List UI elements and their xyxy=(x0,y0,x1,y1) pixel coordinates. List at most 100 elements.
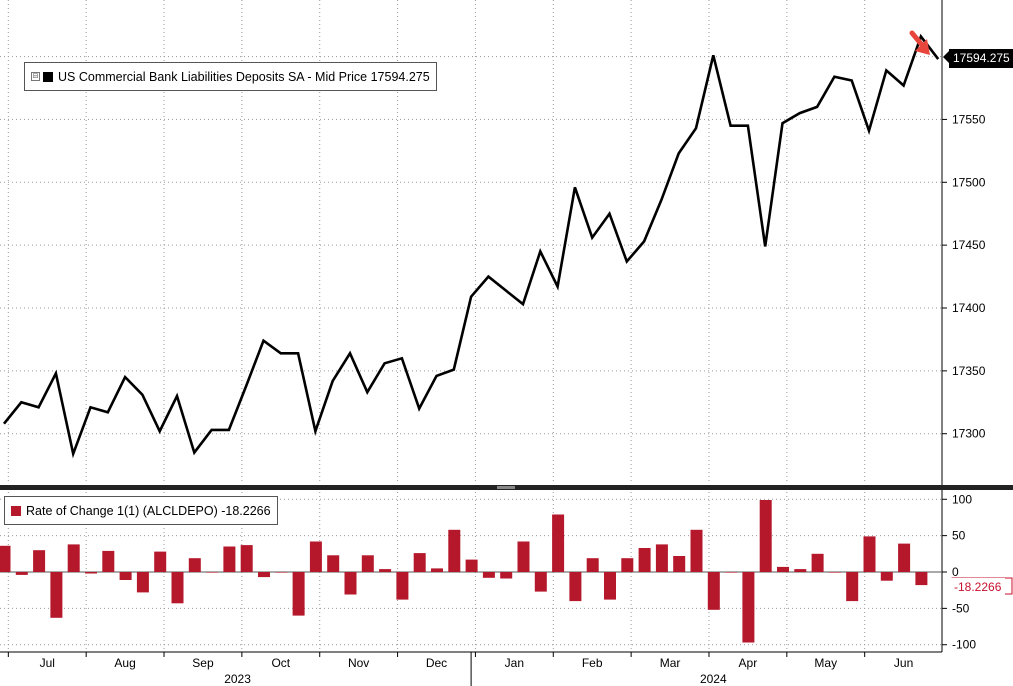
rate-bar xyxy=(188,558,201,572)
x-month-label: Apr xyxy=(739,656,758,670)
pane-resize-grip-icon[interactable] xyxy=(497,486,515,489)
rate-bar xyxy=(517,541,530,572)
rate-of-change-bar-series xyxy=(0,500,928,643)
rate-bar xyxy=(863,536,876,572)
bottom-y-tick-label: 0 xyxy=(952,565,959,579)
grid-lines xyxy=(0,0,942,652)
rate-bar xyxy=(811,553,824,572)
x-month-label: Jun xyxy=(894,656,913,670)
rate-bar xyxy=(206,572,219,573)
rate-bar xyxy=(482,572,495,578)
bottom-y-tick-label: -100 xyxy=(952,638,976,652)
rate-bar xyxy=(586,558,599,572)
top-y-tick-label: 17550 xyxy=(952,112,986,126)
rate-bar xyxy=(604,572,616,600)
bar-legend-swatch xyxy=(11,505,21,516)
x-month-label: May xyxy=(814,656,837,670)
rate-bar xyxy=(136,572,149,593)
x-month-label: Jan xyxy=(505,656,524,670)
rate-bar xyxy=(327,555,340,572)
bottom-y-tick-label: 50 xyxy=(952,529,966,543)
bottom-y-tick-label: -50 xyxy=(952,601,970,615)
rate-bar xyxy=(500,572,513,579)
top-y-tick-label: 17450 xyxy=(952,238,986,252)
rate-bar xyxy=(655,544,668,572)
rate-bar xyxy=(119,572,132,580)
x-month-label: Jul xyxy=(40,656,55,670)
rate-bar xyxy=(240,545,253,572)
rate-bar xyxy=(379,569,392,572)
rate-bar xyxy=(690,529,703,572)
rate-bar xyxy=(15,572,28,575)
rate-bar xyxy=(465,559,478,572)
rate-bar xyxy=(777,566,789,572)
rate-bar xyxy=(759,500,772,572)
line-last-value-tag: 17594.275 xyxy=(949,49,1013,68)
rate-bar xyxy=(638,548,651,572)
arrow-shaft xyxy=(909,30,925,48)
deposits-line xyxy=(2,33,940,459)
rate-bar xyxy=(171,572,184,604)
rate-bar xyxy=(621,558,634,572)
x-month-label: Aug xyxy=(114,656,135,670)
deposits-line-series xyxy=(2,33,940,459)
rate-bar xyxy=(552,514,565,572)
rate-bar xyxy=(258,572,270,578)
bar-last-value-tag: -18.2266 xyxy=(946,578,1006,597)
rate-bar xyxy=(396,572,409,600)
line-legend[interactable]: ⊟ US Commercial Bank Liabilities Deposit… xyxy=(24,62,437,91)
rate-bar xyxy=(223,546,236,572)
x-month-label: Dec xyxy=(426,656,447,670)
rate-bar xyxy=(102,550,115,572)
rate-bar xyxy=(309,541,322,572)
rate-bar xyxy=(275,572,288,573)
line-tag-pointer xyxy=(943,51,949,63)
rate-bar xyxy=(413,553,426,572)
rate-bar xyxy=(431,568,443,572)
line-legend-label: US Commercial Bank Liabilities Deposits … xyxy=(58,69,430,84)
top-y-tick-label: 17350 xyxy=(952,364,986,378)
line-legend-swatch xyxy=(43,71,53,82)
rate-bar xyxy=(361,555,374,572)
top-y-tick-label: 17400 xyxy=(952,301,986,315)
tick-labels: 17300 17350 17400 17450 17500 17550 100 50 0 -50 -… xyxy=(40,112,986,686)
rate-bar xyxy=(846,572,859,602)
rate-bar xyxy=(915,572,928,586)
rate-bar xyxy=(673,556,686,572)
x-month-label: Nov xyxy=(348,656,369,670)
rate-bar xyxy=(0,545,11,572)
x-month-label: Oct xyxy=(271,656,290,670)
x-year-label: 2024 xyxy=(700,672,727,686)
rate-bar xyxy=(344,572,357,595)
top-y-tick-label: 17500 xyxy=(952,175,986,189)
rate-bar xyxy=(67,544,80,572)
rate-bar xyxy=(794,569,807,572)
rate-bar xyxy=(534,572,547,592)
legend-expander-icon[interactable]: ⊟ xyxy=(31,72,40,81)
rate-bar xyxy=(742,572,755,643)
bar-legend-label: Rate of Change 1(1) (ALCLDEPO) -18.2266 xyxy=(26,503,271,518)
rate-bar xyxy=(448,529,461,572)
bar-legend[interactable]: Rate of Change 1(1) (ALCLDEPO) -18.2266 xyxy=(4,496,278,525)
rate-bar xyxy=(154,551,167,572)
x-year-label: 2023 xyxy=(224,672,251,686)
rate-bar xyxy=(569,572,582,602)
rate-bar xyxy=(828,572,841,573)
x-month-label: Mar xyxy=(660,656,681,670)
rate-bar xyxy=(898,543,911,572)
arrow-head xyxy=(915,39,930,55)
rate-bar xyxy=(85,572,97,574)
rate-bar xyxy=(725,572,738,573)
rate-bar xyxy=(50,572,63,618)
rate-bar xyxy=(33,550,46,572)
down-arrow-icon xyxy=(909,30,930,55)
x-month-label: Feb xyxy=(582,656,603,670)
x-month-label: Sep xyxy=(192,656,214,670)
rate-bar xyxy=(880,572,893,581)
rate-bar xyxy=(292,572,305,616)
bottom-y-tick-label: 100 xyxy=(952,492,972,506)
top-y-tick-label: 17300 xyxy=(952,427,986,441)
rate-bar xyxy=(707,572,720,610)
